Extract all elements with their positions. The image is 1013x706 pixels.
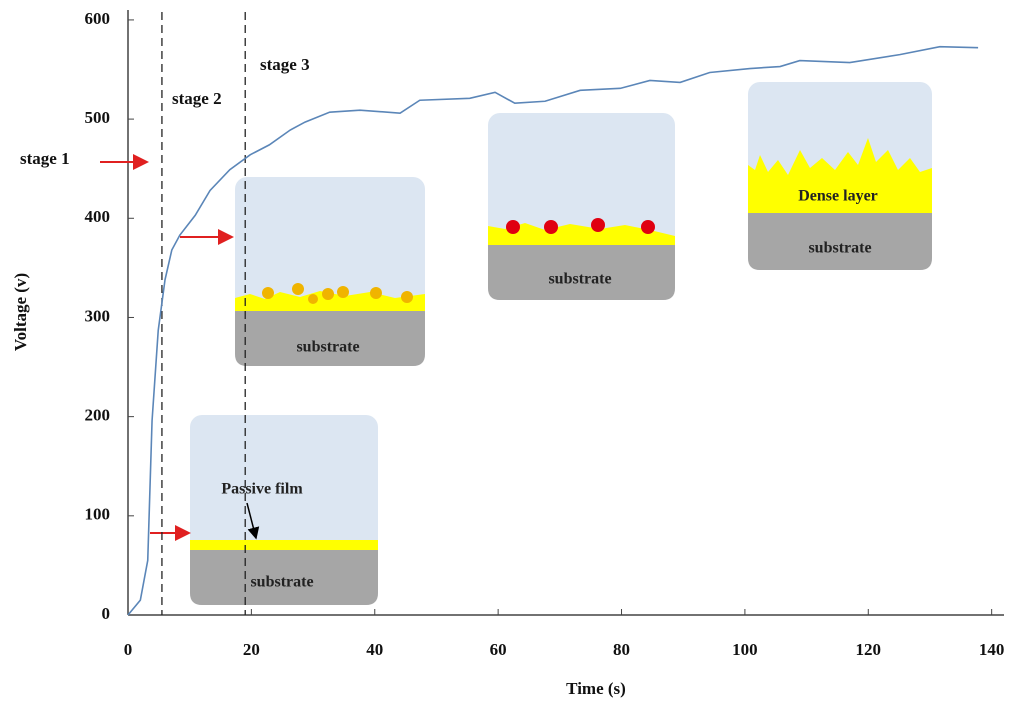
y-tick-label: 100 xyxy=(85,505,111,524)
inset-stage3: substrate xyxy=(488,113,675,300)
y-axis-label: Voltage (v) xyxy=(11,273,30,351)
x-tick-label: 60 xyxy=(490,640,507,659)
x-axis-label: Time (s) xyxy=(566,679,626,698)
inset-dense: Dense layer substrate xyxy=(748,82,932,270)
substrate-label: substrate xyxy=(808,240,871,257)
chart: Passive film substrate substrate substra… xyxy=(0,0,1013,706)
y-tick-label: 200 xyxy=(85,406,111,425)
stage-label: stage 2 xyxy=(172,89,222,108)
y-tick-label: 300 xyxy=(85,306,111,325)
substrate-label: substrate xyxy=(548,271,611,288)
inset-passive: Passive film substrate xyxy=(150,415,378,605)
y-tick-label: 0 xyxy=(102,604,111,623)
x-tick-label: 100 xyxy=(732,640,758,659)
film-label: Passive film xyxy=(221,481,303,498)
x-tick-label: 120 xyxy=(856,640,882,659)
film xyxy=(190,540,378,550)
x-tick-label: 140 xyxy=(979,640,1005,659)
substrate-label: substrate xyxy=(296,339,359,356)
y-tick-label: 500 xyxy=(85,108,111,127)
substrate-label: substrate xyxy=(250,574,313,591)
y-tick-label: 400 xyxy=(85,207,111,226)
film-label: Dense layer xyxy=(798,188,878,205)
x-tick-label: 0 xyxy=(124,640,133,659)
insets: Passive film substrate substrate substra… xyxy=(150,82,932,605)
x-tick-label: 40 xyxy=(366,640,383,659)
stage-label: stage 3 xyxy=(260,55,310,74)
x-tick-label: 80 xyxy=(613,640,630,659)
y-tick-label: 600 xyxy=(85,9,111,28)
x-tick-label: 20 xyxy=(243,640,260,659)
inset-stage2: substrate xyxy=(180,177,425,366)
stage-label: stage 1 xyxy=(20,149,70,168)
